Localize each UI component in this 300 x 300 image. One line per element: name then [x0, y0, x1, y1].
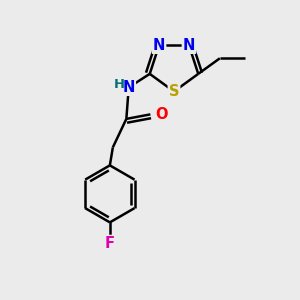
Text: N: N: [153, 38, 165, 53]
Text: F: F: [105, 236, 115, 251]
Text: N: N: [123, 80, 135, 95]
Text: O: O: [156, 107, 168, 122]
Text: S: S: [169, 84, 179, 99]
Text: H: H: [114, 79, 124, 92]
Text: N: N: [183, 38, 195, 53]
